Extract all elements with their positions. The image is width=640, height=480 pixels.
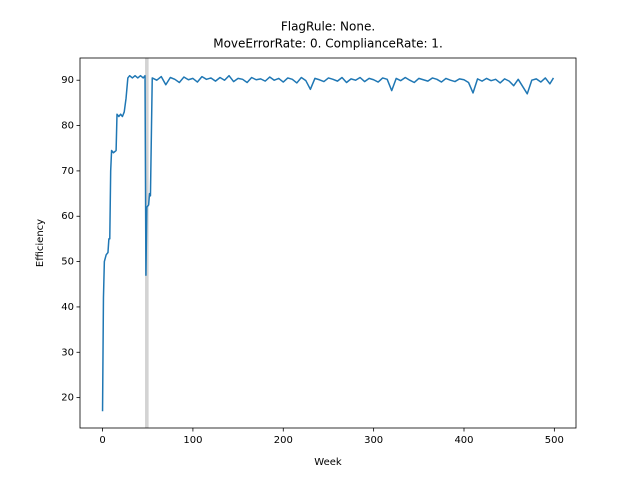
y-tick-label: 60 [61, 211, 74, 222]
chart-title: FlagRule: None. [281, 20, 375, 34]
x-tick-label: 100 [183, 435, 202, 446]
data-line [101, 74, 555, 412]
chart-subtitle: MoveErrorRate: 0. ComplianceRate: 1. [213, 37, 443, 51]
axes-frame [79, 57, 577, 429]
x-tick-label: 0 [99, 435, 105, 446]
y-tick-label: 50 [61, 257, 74, 268]
x-tick-label: 500 [545, 435, 564, 446]
y-tick-label: 20 [61, 393, 74, 404]
x-axis-label: Week [314, 457, 342, 468]
x-tick-label: 400 [454, 435, 473, 446]
y-tick-label: 90 [61, 75, 74, 86]
x-tick-label: 300 [364, 435, 383, 446]
y-tick-label: 40 [61, 302, 74, 313]
y-tick-label: 30 [61, 347, 74, 358]
y-tick-label: 80 [61, 121, 74, 132]
y-tick-label: 70 [61, 166, 74, 177]
y-axis-label: Efficiency [35, 219, 46, 267]
x-tick-label: 200 [274, 435, 293, 446]
